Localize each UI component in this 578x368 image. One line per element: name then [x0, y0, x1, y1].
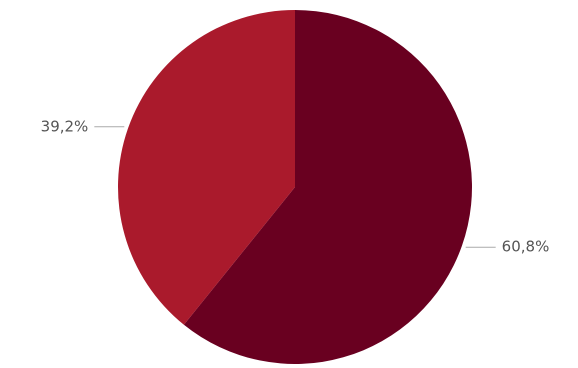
data-label: 60,8%	[502, 238, 550, 256]
pie-slice	[118, 10, 295, 325]
pie-slice	[183, 10, 473, 364]
data-label: 39,2%	[41, 117, 89, 135]
